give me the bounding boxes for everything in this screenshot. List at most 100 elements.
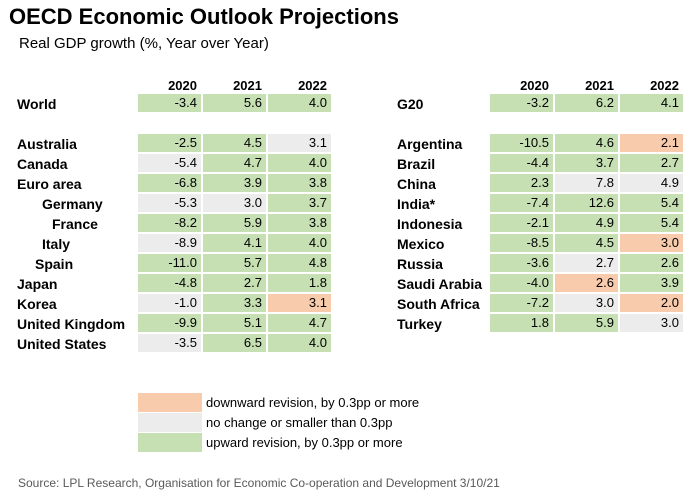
value-cell-2022: 3.0 bbox=[620, 314, 683, 332]
row-label: China bbox=[397, 176, 436, 192]
value-cell-2020: -4.8 bbox=[138, 274, 201, 292]
legend-label-up: upward revision, by 0.3pp or more bbox=[206, 435, 403, 450]
value-cell-2020: -10.5 bbox=[490, 134, 553, 152]
value-cell-2020: -3.2 bbox=[490, 94, 553, 112]
value-cell-2021: 3.9 bbox=[203, 174, 266, 192]
row-label: United Kingdom bbox=[17, 316, 126, 332]
value-cell-2021: 2.6 bbox=[555, 274, 618, 292]
row-label: Turkey bbox=[397, 316, 442, 332]
row-label: Euro area bbox=[17, 176, 82, 192]
value-cell-2022: 2.0 bbox=[620, 294, 683, 312]
value-cell-2020: -8.2 bbox=[138, 214, 201, 232]
value-cell-2021: 3.3 bbox=[203, 294, 266, 312]
value-cell-2022: 4.0 bbox=[268, 334, 331, 352]
value-cell-2021: 4.6 bbox=[555, 134, 618, 152]
value-cell-2022: 2.7 bbox=[620, 154, 683, 172]
value-cell-2020: -1.0 bbox=[138, 294, 201, 312]
row-label: Germany bbox=[42, 196, 103, 212]
column-header-2020: 2020 bbox=[520, 78, 549, 93]
source-note: Source: LPL Research, Organisation for E… bbox=[18, 476, 500, 490]
value-cell-2021: 6.5 bbox=[203, 334, 266, 352]
value-cell-2022: 3.7 bbox=[268, 194, 331, 212]
value-cell-2021: 3.0 bbox=[203, 194, 266, 212]
value-cell-2021: 7.8 bbox=[555, 174, 618, 192]
row-label: Italy bbox=[42, 236, 71, 252]
value-cell-2021: 4.7 bbox=[203, 154, 266, 172]
column-header-2020: 2020 bbox=[168, 78, 197, 93]
value-cell-2022: 3.0 bbox=[620, 234, 683, 252]
column-header-2022: 2022 bbox=[650, 78, 679, 93]
value-cell-2020: -3.4 bbox=[138, 94, 201, 112]
value-cell-2022: 1.8 bbox=[268, 274, 331, 292]
row-label: France bbox=[52, 216, 98, 232]
row-label: Brazil bbox=[397, 156, 436, 172]
value-cell-2022: 3.9 bbox=[620, 274, 683, 292]
value-cell-2020: -4.0 bbox=[490, 274, 553, 292]
row-label: Korea bbox=[17, 296, 57, 312]
value-cell-2020: -7.4 bbox=[490, 194, 553, 212]
row-label: Japan bbox=[17, 276, 58, 292]
value-cell-2020: -2.1 bbox=[490, 214, 553, 232]
value-cell-2021: 5.7 bbox=[203, 254, 266, 272]
value-cell-2021: 5.9 bbox=[203, 214, 266, 232]
value-cell-2022: 2.1 bbox=[620, 134, 683, 152]
row-label: South Africa bbox=[397, 296, 480, 312]
value-cell-2022: 3.1 bbox=[268, 294, 331, 312]
value-cell-2021: 3.7 bbox=[555, 154, 618, 172]
value-cell-2021: 12.6 bbox=[555, 194, 618, 212]
value-cell-2021: 3.0 bbox=[555, 294, 618, 312]
value-cell-2020: -5.4 bbox=[138, 154, 201, 172]
legend-swatch-up bbox=[138, 433, 202, 452]
value-cell-2020: -8.9 bbox=[138, 234, 201, 252]
value-cell-2021: 4.5 bbox=[203, 134, 266, 152]
value-cell-2020: -8.5 bbox=[490, 234, 553, 252]
value-cell-2020: 2.3 bbox=[490, 174, 553, 192]
row-label: Spain bbox=[35, 256, 74, 272]
row-label: Russia bbox=[397, 256, 443, 272]
legend-label-down: downward revision, by 0.3pp or more bbox=[206, 395, 420, 410]
value-cell-2022: 4.8 bbox=[268, 254, 331, 272]
value-cell-2021: 4.5 bbox=[555, 234, 618, 252]
column-header-2021: 2021 bbox=[233, 78, 262, 93]
value-cell-2022: 5.4 bbox=[620, 194, 683, 212]
row-label: Mexico bbox=[397, 236, 445, 252]
value-cell-2022: 5.4 bbox=[620, 214, 683, 232]
column-header-2021: 2021 bbox=[585, 78, 614, 93]
value-cell-2021: 5.9 bbox=[555, 314, 618, 332]
row-label: G20 bbox=[397, 96, 424, 112]
value-cell-2021: 6.2 bbox=[555, 94, 618, 112]
row-label: Canada bbox=[17, 156, 68, 172]
page-title: OECD Economic Outlook Projections bbox=[9, 4, 399, 29]
row-label: World bbox=[17, 96, 57, 112]
value-cell-2021: 4.9 bbox=[555, 214, 618, 232]
value-cell-2020: -4.4 bbox=[490, 154, 553, 172]
value-cell-2022: 3.1 bbox=[268, 134, 331, 152]
value-cell-2020: -6.8 bbox=[138, 174, 201, 192]
row-label: Australia bbox=[17, 136, 77, 152]
row-label: Saudi Arabia bbox=[397, 276, 483, 292]
legend-swatch-down bbox=[138, 393, 202, 412]
value-cell-2022: 2.6 bbox=[620, 254, 683, 272]
value-cell-2020: -3.6 bbox=[490, 254, 553, 272]
value-cell-2020: 1.8 bbox=[490, 314, 553, 332]
row-label: Indonesia bbox=[397, 216, 463, 232]
value-cell-2020: -7.2 bbox=[490, 294, 553, 312]
value-cell-2020: -3.5 bbox=[138, 334, 201, 352]
value-cell-2022: 4.7 bbox=[268, 314, 331, 332]
value-cell-2021: 2.7 bbox=[203, 274, 266, 292]
value-cell-2020: -9.9 bbox=[138, 314, 201, 332]
value-cell-2022: 4.0 bbox=[268, 94, 331, 112]
column-header-2022: 2022 bbox=[298, 78, 327, 93]
value-cell-2020: -11.0 bbox=[138, 254, 201, 272]
value-cell-2022: 4.9 bbox=[620, 174, 683, 192]
row-label: United States bbox=[17, 336, 107, 352]
row-label: Argentina bbox=[397, 136, 463, 152]
value-cell-2020: -5.3 bbox=[138, 194, 201, 212]
value-cell-2022: 3.8 bbox=[268, 214, 331, 232]
value-cell-2020: -2.5 bbox=[138, 134, 201, 152]
value-cell-2021: 5.1 bbox=[203, 314, 266, 332]
row-label: India* bbox=[397, 196, 436, 212]
value-cell-2021: 2.7 bbox=[555, 254, 618, 272]
value-cell-2022: 4.0 bbox=[268, 154, 331, 172]
value-cell-2021: 4.1 bbox=[203, 234, 266, 252]
